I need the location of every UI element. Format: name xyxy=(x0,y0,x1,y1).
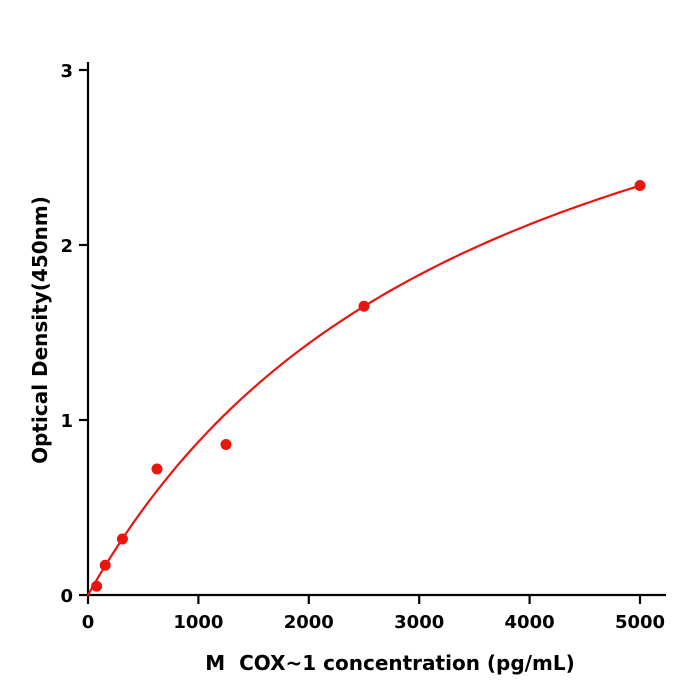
y-tick-label: 2 xyxy=(60,236,73,257)
data-point xyxy=(116,533,128,545)
x-tick-label: 1000 xyxy=(173,612,223,633)
y-tick-label: 3 xyxy=(60,61,73,82)
x-tick-label: 2000 xyxy=(284,612,334,633)
data-point xyxy=(151,463,163,475)
fit-curve xyxy=(86,184,642,597)
y-tick-label: 1 xyxy=(60,411,73,432)
data-point xyxy=(99,559,111,571)
x-tick-label: 3000 xyxy=(394,612,444,633)
x-axis-title: M COX~1 concentration (pg/mL) xyxy=(205,651,575,675)
x-tick-label: 0 xyxy=(82,612,95,633)
data-point xyxy=(358,300,370,312)
data-point xyxy=(220,439,232,450)
x-tick-label: 4000 xyxy=(505,612,555,633)
data-point xyxy=(634,180,646,191)
data-point xyxy=(91,580,103,592)
x-tick-label: 5000 xyxy=(615,612,665,633)
y-axis-title: Optical Density(450nm) xyxy=(28,196,52,464)
y-tick-label: 0 xyxy=(60,586,73,607)
